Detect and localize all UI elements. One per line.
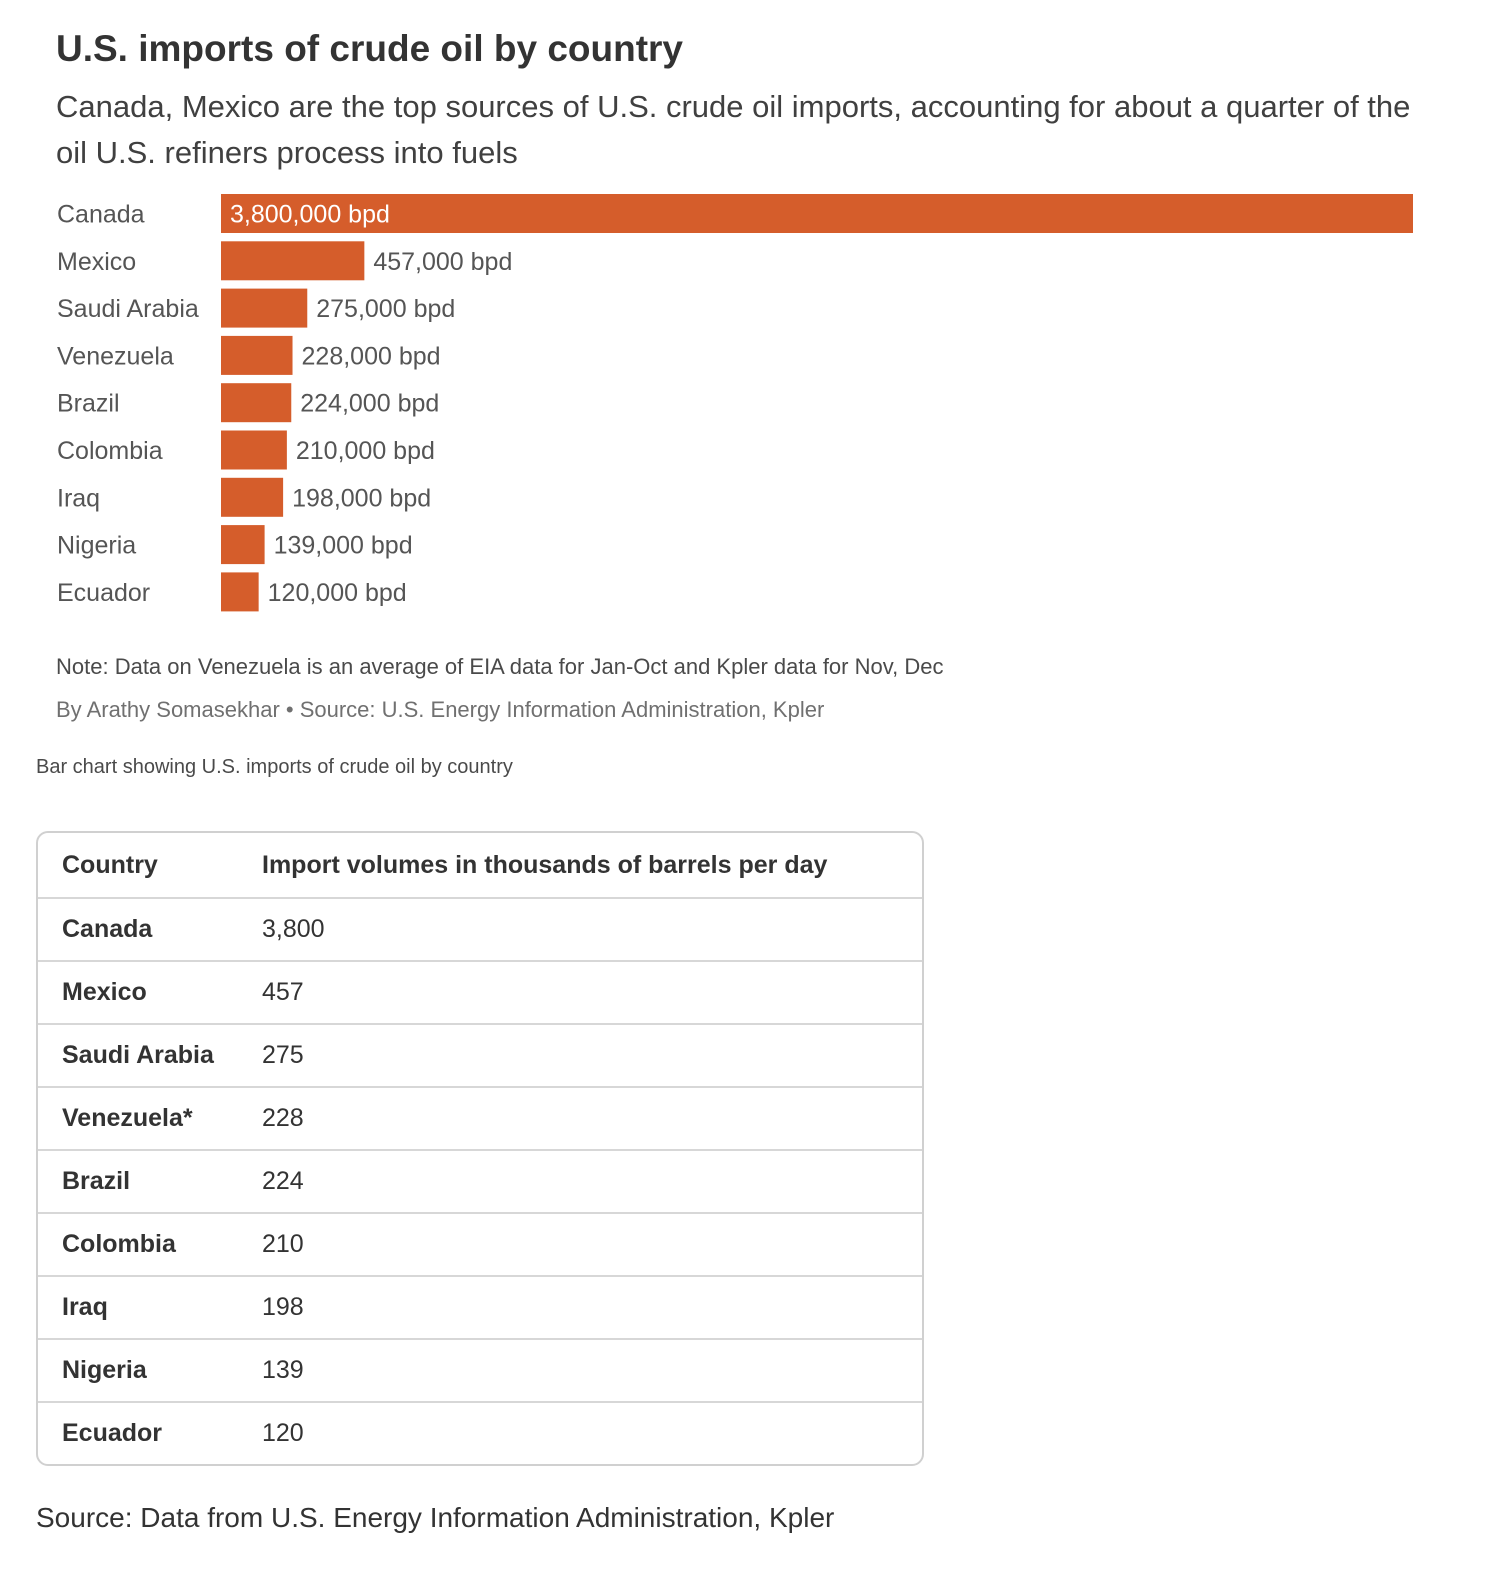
table-cell-country: Venezuela* xyxy=(38,1087,238,1151)
table-header-country: Country xyxy=(38,833,238,899)
value-label-iraq: 198,000 bpd xyxy=(292,484,431,512)
category-label-ecuador: Ecuador xyxy=(57,579,150,607)
chart-note: Note: Data on Venezuela is an average of… xyxy=(56,654,944,679)
table-row: Brazil 224 xyxy=(38,1150,922,1214)
bar-canada xyxy=(221,194,1413,233)
table-cell-country: Mexico xyxy=(38,961,238,1025)
bar-mexico xyxy=(221,241,365,281)
table-row: Saudi Arabia 275 xyxy=(38,1024,922,1088)
value-label-nigeria: 139,000 bpd xyxy=(274,532,413,560)
category-label-iraq: Iraq xyxy=(57,484,100,512)
table-cell-country: Colombia xyxy=(38,1213,238,1277)
chart-byline: By Arathy Somasekhar • Source: U.S. Ener… xyxy=(56,697,825,722)
table-cell-country: Iraq xyxy=(38,1276,238,1340)
bar-chart: Canada 3,800,000 bpd Mexico 457,000 bpd Saud… xyxy=(57,194,1413,612)
table-row: Colombia 210 xyxy=(38,1213,922,1277)
table-header-volume: Import volumes in thousands of barrels p… xyxy=(238,833,922,899)
value-label-saudi-arabia: 275,000 bpd xyxy=(316,295,455,323)
chart-subtitle: Canada, Mexico are the top sources of U.… xyxy=(56,89,1411,170)
bar-nigeria xyxy=(221,525,265,565)
table-cell-volume: 3,800 xyxy=(238,898,922,962)
table-cell-volume: 120 xyxy=(262,1419,304,1447)
table-cell-volume: 224 xyxy=(238,1150,922,1214)
bar-brazil xyxy=(221,383,292,423)
chart-title: U.S. imports of crude oil by country xyxy=(56,28,684,69)
value-label-mexico: 457,000 bpd xyxy=(373,248,512,276)
category-label-brazil: Brazil xyxy=(57,390,120,418)
table-row: Canada 3,800 xyxy=(38,898,922,962)
table-row: Nigeria 139 xyxy=(38,1339,922,1403)
bar-venezuela xyxy=(221,335,293,375)
data-table-container: Country Import volumes in thousands of b… xyxy=(36,831,924,1466)
value-label-venezuela: 228,000 bpd xyxy=(302,342,441,370)
data-table: Country Import volumes in thousands of b… xyxy=(38,833,922,1464)
table-cell-country: Brazil xyxy=(38,1150,238,1214)
bar-saudi-arabia xyxy=(221,288,308,328)
table-row: Venezuela* 228 xyxy=(38,1087,922,1151)
value-label-colombia: 210,000 bpd xyxy=(296,437,435,465)
bar-colombia xyxy=(221,430,287,470)
bar-iraq xyxy=(221,477,284,517)
table-cell-volume: 139 xyxy=(238,1339,922,1403)
value-label-brazil: 224,000 bpd xyxy=(300,390,439,418)
table-cell-volume: 457 xyxy=(238,961,922,1025)
source-footer: Source: Data from U.S. Energy Informatio… xyxy=(36,1502,835,1533)
table-cell-volume: 228 xyxy=(238,1087,922,1151)
table-row: Mexico 457 xyxy=(38,961,922,1025)
category-label-mexico: Mexico xyxy=(57,248,136,276)
bar-ecuador xyxy=(221,572,259,612)
table-cell-country: Ecuador xyxy=(62,1419,163,1447)
value-label-canada: 3,800,000 bpd xyxy=(230,201,390,229)
table-cell-volume: 198 xyxy=(238,1276,922,1340)
table-row: Iraq 198 xyxy=(38,1276,922,1340)
table-row: Ecuador 120 xyxy=(38,1402,922,1464)
value-label-ecuador: 120,000 bpd xyxy=(268,579,407,607)
chart-description: Bar chart showing U.S. imports of crude … xyxy=(36,756,513,778)
table-cell-volume: 210 xyxy=(238,1213,922,1277)
category-label-colombia: Colombia xyxy=(57,437,163,465)
table-cell-country: Canada xyxy=(38,898,238,962)
category-label-saudi-arabia: Saudi Arabia xyxy=(57,295,199,323)
table-cell-country: Saudi Arabia xyxy=(38,1024,238,1088)
table-header-row: Country Import volumes in thousands of b… xyxy=(38,833,922,899)
category-label-nigeria: Nigeria xyxy=(57,532,136,560)
category-label-canada: Canada xyxy=(57,201,145,229)
table-cell-country: Nigeria xyxy=(38,1339,238,1403)
category-label-venezuela: Venezuela xyxy=(57,342,174,370)
table-cell-volume: 275 xyxy=(238,1024,922,1088)
